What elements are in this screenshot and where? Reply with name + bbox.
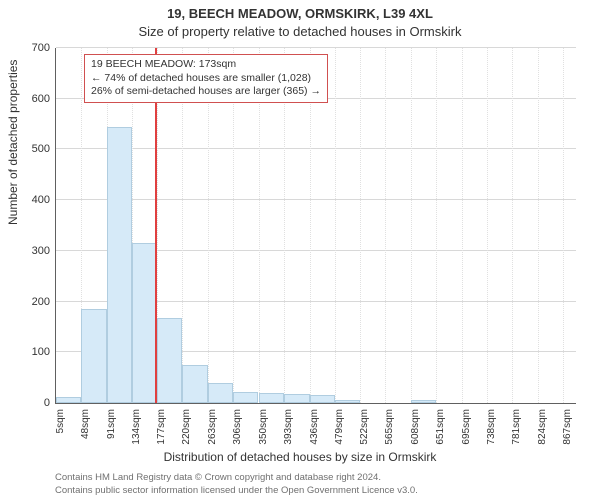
gridline-horizontal [56,148,576,149]
gridline-vertical [487,48,488,403]
y-tick-label: 100 [10,346,50,358]
histogram-bar [56,397,81,403]
info-line-property: 19 BEECH MEADOW: 173sqm [91,58,321,72]
y-tick-label: 0 [10,397,50,409]
gridline-horizontal [56,199,576,200]
gridline-vertical [512,48,513,403]
gridline-vertical [538,48,539,403]
gridline-vertical [563,48,564,403]
footer-copyright-2: Contains public sector information licen… [55,485,418,496]
histogram-bar [182,365,207,403]
x-axis-label: Distribution of detached houses by size … [0,450,600,464]
histogram-bar [157,318,182,403]
gridline-vertical [360,48,361,403]
chart-title-description: Size of property relative to detached ho… [0,24,600,39]
footer-copyright-1: Contains HM Land Registry data © Crown c… [55,472,381,483]
plot-area: 19 BEECH MEADOW: 173sqm← 74% of detached… [55,48,576,404]
info-line-smaller: ← 74% of detached houses are smaller (1,… [91,72,321,86]
info-line-larger: 26% of semi-detached houses are larger (… [91,85,321,99]
histogram-bar [208,383,233,403]
gridline-vertical [462,48,463,403]
histogram-bar [335,400,360,403]
property-info-box: 19 BEECH MEADOW: 173sqm← 74% of detached… [84,54,328,103]
histogram-bar [233,392,258,403]
histogram-bar [411,400,436,403]
histogram-bar [284,394,309,403]
y-tick-label: 500 [10,143,50,155]
chart-title-address: 19, BEECH MEADOW, ORMSKIRK, L39 4XL [0,6,600,21]
histogram-bar [107,127,132,403]
y-tick-label: 600 [10,93,50,105]
histogram-bar [81,309,106,403]
histogram-bar [259,393,284,403]
gridline-vertical [411,48,412,403]
y-tick-label: 400 [10,194,50,206]
y-tick-label: 700 [10,42,50,54]
gridline-vertical [335,48,336,403]
histogram-bar [132,243,157,403]
y-tick-label: 300 [10,245,50,257]
gridline-vertical [385,48,386,403]
y-tick-label: 200 [10,296,50,308]
histogram-bar [310,395,335,403]
chart-container: 19, BEECH MEADOW, ORMSKIRK, L39 4XL Size… [0,0,600,500]
gridline-vertical [436,48,437,403]
gridline-horizontal [56,47,576,48]
